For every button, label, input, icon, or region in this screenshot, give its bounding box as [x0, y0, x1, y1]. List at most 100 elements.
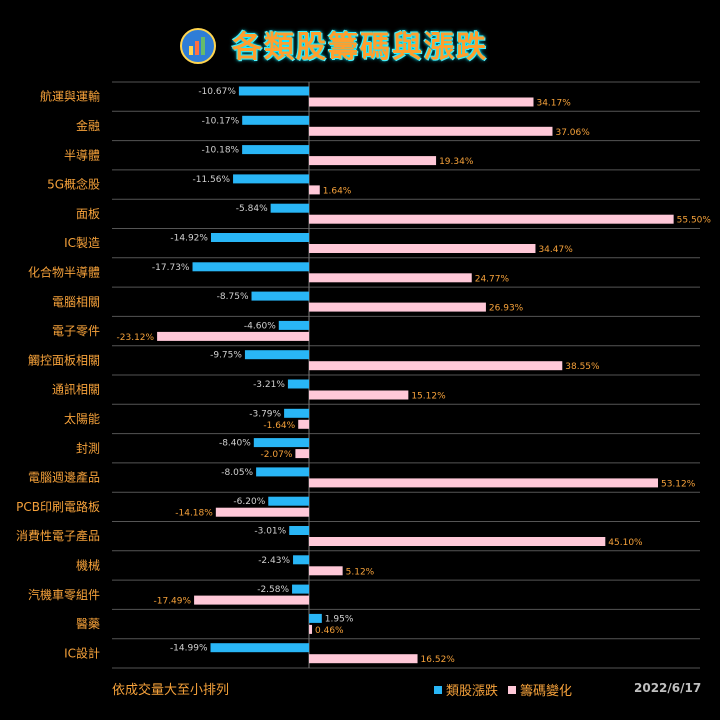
price-bar [256, 467, 309, 477]
chip-value-label: -2.07% [261, 450, 293, 460]
chip-bar [295, 449, 309, 459]
category-label: 化合物半導體 [28, 264, 100, 279]
legend: 類股漲跌 籌碼變化 [434, 680, 572, 699]
chip-value-label: 5.12% [346, 567, 375, 577]
price-bar [242, 145, 309, 155]
price-value-label: -11.56% [192, 175, 230, 185]
chip-value-label: 26.93% [489, 304, 524, 314]
category-label: 太陽能 [64, 411, 100, 426]
sort-note: 依成交量大至小排列 [112, 683, 230, 698]
legend-label-chip: 籌碼變化 [520, 684, 573, 699]
legend-swatch-chip [508, 685, 517, 694]
price-bar [233, 174, 309, 184]
category-label: 通訊相關 [52, 382, 100, 397]
price-value-label: -8.75% [217, 292, 249, 302]
price-bar [289, 526, 309, 535]
price-value-label: -4.60% [244, 321, 276, 331]
price-bar [287, 379, 309, 389]
category-label: IC設計 [64, 645, 100, 660]
price-value-label: -10.18% [202, 146, 240, 156]
category-label: 機械 [76, 557, 100, 572]
chip-value-label: 15.12% [411, 392, 446, 402]
category-label: 電子零件 [52, 324, 100, 338]
chip-value-label: 55.50% [677, 216, 712, 226]
price-bar [284, 408, 309, 418]
chip-value-label: 45.10% [608, 538, 643, 548]
chip-bar [215, 507, 309, 517]
chip-value-label: 34.47% [538, 245, 573, 255]
price-bar [242, 115, 309, 125]
chip-bar [309, 185, 320, 195]
chip-bar [309, 566, 343, 576]
price-value-label: -6.20% [233, 497, 265, 507]
price-bar [210, 643, 309, 653]
price-value-label: -10.17% [202, 116, 240, 126]
category-label: PCB印刷電路板 [16, 499, 100, 514]
category-label: 電腦相關 [52, 294, 100, 309]
chip-value-label: 24.77% [475, 274, 510, 284]
chip-value-label: 53.12% [661, 479, 696, 489]
category-label: 汽機車零組件 [28, 587, 100, 602]
chip-bar [309, 214, 674, 224]
price-value-label: -9.75% [210, 351, 242, 361]
category-label: IC製造 [64, 236, 100, 250]
category-label: 觸控面板相關 [28, 352, 100, 367]
category-label: 面板 [76, 207, 100, 221]
chip-bar [309, 654, 418, 664]
chip-bar [309, 244, 536, 253]
price-bar [278, 320, 309, 330]
price-bar [244, 350, 309, 360]
category-label: 電腦週邊產品 [28, 470, 100, 485]
legend-item-chip: 籌碼變化 [508, 680, 572, 699]
price-value-label: -3.79% [249, 409, 281, 419]
chip-value-label: 0.46% [315, 626, 344, 636]
chip-value-label: -17.49% [154, 597, 192, 607]
chip-bar [309, 390, 409, 400]
chip-value-label: 34.17% [536, 99, 571, 109]
category-label: 航運與運輸 [40, 89, 100, 104]
category-label: 封測 [76, 441, 100, 455]
price-bar [270, 203, 309, 213]
price-bar [238, 86, 309, 96]
price-value-label: -5.84% [236, 204, 268, 214]
chip-bar [309, 126, 553, 136]
chip-bar [309, 97, 534, 107]
chip-bar [309, 156, 437, 166]
chip-value-label: 1.64% [323, 186, 352, 196]
price-bar [210, 233, 309, 242]
chip-bar [309, 302, 486, 312]
price-value-label: -2.43% [258, 556, 290, 566]
price-value-label: -8.40% [219, 439, 251, 449]
chip-value-label: -14.18% [175, 509, 213, 519]
price-value-label: -17.73% [152, 263, 190, 273]
date-stamp: 2022/6/17 [634, 681, 702, 695]
chip-value-label: 19.34% [439, 157, 474, 167]
category-label: 半導體 [64, 148, 100, 162]
price-bar [309, 613, 322, 623]
price-bar [192, 262, 309, 272]
chip-bar [309, 361, 563, 371]
legend-swatch-price [434, 685, 442, 694]
chip-bar [309, 537, 606, 546]
price-value-label: 1.95% [325, 614, 354, 624]
price-value-label: -14.99% [170, 644, 208, 654]
chip-value-label: 16.52% [421, 655, 456, 665]
chip-bar [309, 624, 313, 634]
chip-bar [309, 478, 658, 488]
chip-bar [298, 419, 309, 429]
chip-bar [157, 331, 309, 341]
category-label: 醫藥 [76, 617, 100, 631]
chip-value-label: -23.12% [117, 333, 155, 343]
category-label: 消費性電子產品 [16, 528, 100, 543]
category-label: 5G概念股 [47, 177, 100, 192]
price-bar [251, 291, 309, 301]
logo-icon [180, 28, 216, 64]
price-value-label: -3.01% [254, 527, 286, 537]
chip-value-label: 37.06% [555, 128, 590, 138]
price-value-label: -2.58% [257, 585, 289, 595]
legend-label-price: 類股漲跌 [446, 684, 499, 699]
price-bar [292, 584, 309, 594]
chip-value-label: -1.64% [263, 421, 295, 431]
legend-item-price: 類股漲跌 [434, 680, 498, 699]
price-value-label: -10.67% [198, 87, 236, 97]
